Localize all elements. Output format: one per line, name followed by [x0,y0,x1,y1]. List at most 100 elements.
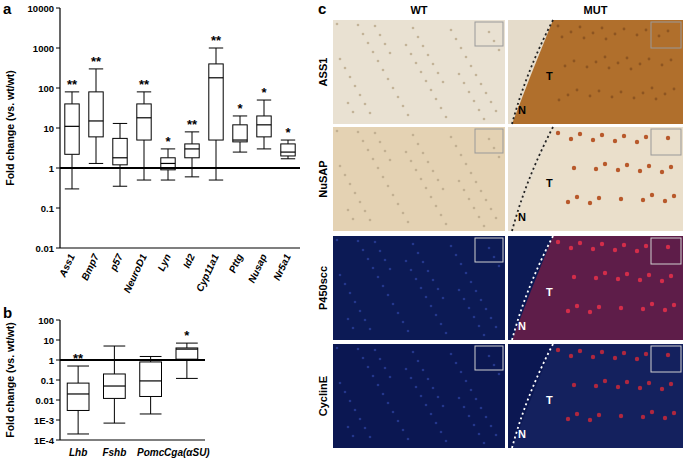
texture [475,398,478,401]
texture [450,245,453,248]
texture [650,193,654,197]
category-label: Bmp7 [79,252,101,282]
texture [480,83,483,86]
texture [369,436,372,439]
texture [377,276,380,279]
significance: * [285,125,291,140]
whisker [96,137,97,164]
row-label: CyclinE [317,376,329,416]
whisker-cap [65,188,79,189]
texture [412,243,415,246]
texture [417,360,420,363]
texture [483,442,486,445]
row-label: ASS1 [317,58,329,87]
texture [407,330,410,333]
texture [430,196,433,199]
median [137,117,151,118]
boundary [512,127,553,231]
texture [669,382,673,386]
texture [432,279,435,282]
texture [669,274,673,278]
texture [412,27,415,30]
texture [377,60,380,63]
y-axis [59,8,60,248]
texture [440,431,443,434]
inset [475,238,503,262]
box [257,116,271,137]
texture [372,158,375,161]
whisker [264,137,265,149]
texture [344,391,347,394]
region-label: N [518,104,526,116]
texture [495,110,498,113]
texture [435,422,438,425]
tick-label: 1E-4 [34,435,55,446]
texture [669,165,673,169]
texture [493,147,496,150]
texture [470,172,473,175]
texture [647,381,651,385]
texture [417,252,420,255]
texture [412,134,415,137]
texture [442,188,445,191]
category-label: Pomc [137,447,165,458]
tick-label: 100 [38,315,54,326]
texture [591,355,595,359]
texture [432,63,435,66]
texture [405,44,408,47]
reference-line [60,167,300,169]
texture [588,201,592,205]
category-label: Id2 [181,252,197,270]
tick-label: 0.1 [41,375,55,386]
texture [437,72,440,75]
micrograph [508,20,683,124]
texture [556,240,560,244]
median [65,126,79,127]
texture [591,138,595,142]
texture [485,308,488,311]
micrograph [333,236,505,340]
texture [336,23,339,26]
texture [644,135,648,139]
texture [407,221,410,224]
texture [673,88,676,91]
texture [460,263,463,266]
texture [473,424,476,427]
texture [392,411,395,414]
texture [354,301,357,304]
median [233,139,247,140]
texture [415,169,418,172]
whisker [96,69,97,92]
texture [588,418,592,422]
texture [667,30,670,33]
texture [440,107,443,110]
texture [569,354,573,358]
texture [397,312,400,315]
texture [339,165,342,168]
whisker [72,92,73,104]
texture [382,176,385,179]
texture [672,303,676,307]
micrograph [508,344,683,448]
texture [417,143,420,146]
background [0,0,685,476]
texture [641,198,645,202]
texture [478,216,481,219]
texture [389,159,392,162]
box [137,104,151,140]
texture [427,270,430,273]
category-label: Fshb [102,447,126,458]
texture [339,58,342,61]
texture [576,89,579,92]
box [209,64,223,140]
texture [387,185,390,188]
texture [465,272,468,275]
x-axis [60,247,300,248]
texture [362,357,365,360]
texture [422,261,425,264]
texture [573,60,576,63]
box [140,362,162,397]
texture [463,298,466,301]
texture [427,378,430,381]
plot-area [60,48,300,189]
